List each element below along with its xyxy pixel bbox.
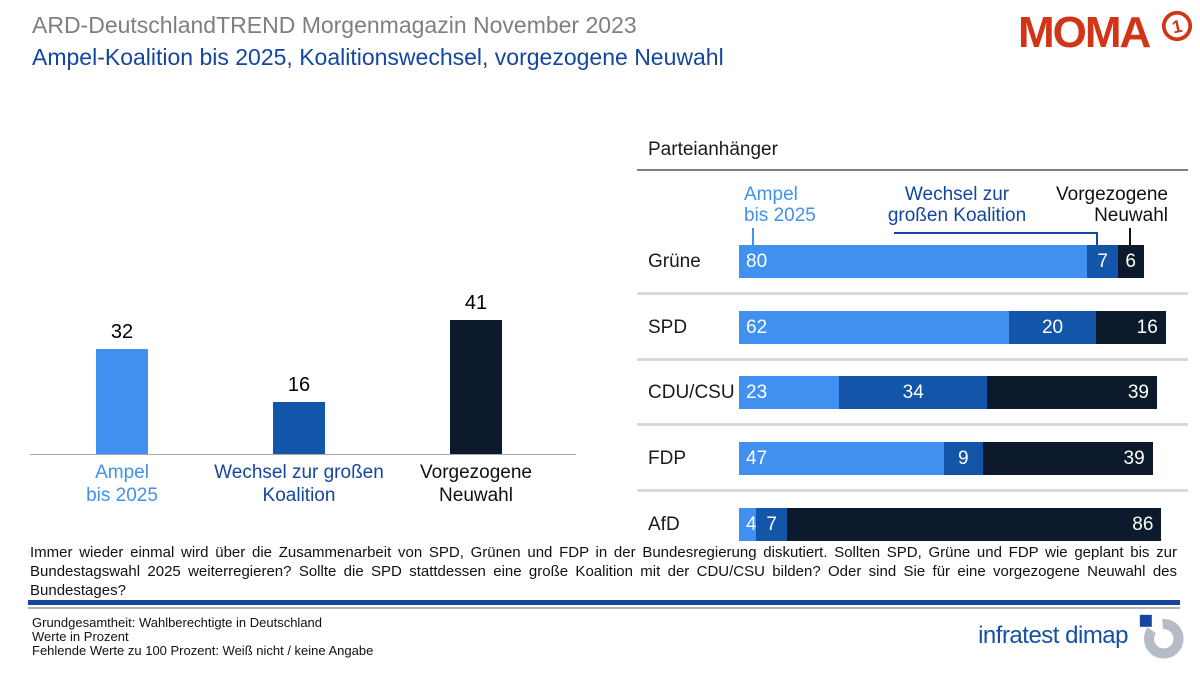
segment-value: 4	[746, 513, 757, 535]
bar-segment-wechsel: 7	[756, 508, 787, 541]
svg-text:1: 1	[1170, 16, 1184, 38]
legend-neuwahl-line1: Vorgezogene	[1056, 184, 1168, 205]
legend-leader-wechsel-drop	[1096, 232, 1098, 245]
bar-category-label: Vorgezogene Neuwahl	[376, 461, 576, 507]
bar-category-label: Ampel bis 2025	[22, 461, 222, 507]
footnotes: Grundgesamtheit: Wahlberechtigte in Deut…	[32, 616, 373, 658]
bar-category-line: Ampel	[95, 462, 149, 483]
stacked-bar-chart-parteianhaenger: Parteianhänger Ampel bis 2025 Wechsel zu…	[637, 135, 1192, 547]
bar-segment-neuwahl: 39	[987, 376, 1157, 409]
row-separator	[637, 358, 1188, 361]
legend-ampel: Ampel bis 2025	[744, 184, 816, 226]
moma-logo: MOMA 1	[1018, 8, 1193, 63]
infratest-dimap-icon	[1139, 614, 1184, 659]
footnote-unit: Werte in Prozent	[32, 629, 129, 644]
segment-value: 39	[1123, 447, 1145, 469]
bar-value: 16	[287, 374, 311, 396]
bar-category-line: bis 2025	[86, 485, 158, 506]
segment-value: 39	[1127, 381, 1149, 403]
bar-segment-wechsel: 7	[1087, 245, 1118, 278]
parteianhaenger-heading: Parteianhänger	[648, 139, 778, 160]
infratest-dimap-wordmark: infratest dimap	[978, 622, 1128, 649]
bar-segment-neuwahl: 86	[786, 508, 1162, 541]
bar-segment-wechsel: 9	[943, 442, 983, 475]
footer-divider	[28, 600, 1180, 609]
table-row: 62 20 16	[739, 311, 1175, 344]
bar-category-line: Vorgezogene	[420, 462, 532, 483]
footer-divider-blue	[28, 600, 1180, 605]
bar-segment-ampel: 23	[739, 376, 840, 409]
legend-leader-ampel	[752, 228, 754, 245]
page-title: Ampel-Koalition bis 2025, Koalitionswech…	[32, 44, 724, 70]
bar-1	[273, 402, 325, 454]
footnote-population: Grundgesamtheit: Wahlberechtigte in Deut…	[32, 615, 323, 630]
row-separator	[637, 489, 1188, 492]
segment-value: 47	[746, 447, 768, 469]
bar-segment-wechsel: 20	[1009, 311, 1097, 344]
segment-value: 7	[766, 513, 777, 535]
segment-value: 20	[1041, 316, 1064, 338]
heading-rule	[637, 169, 1188, 171]
infratest-dimap-logo: infratest dimap	[978, 612, 1184, 660]
bar-2	[450, 320, 502, 454]
table-row: 80 7 6	[739, 245, 1175, 278]
bar-0	[96, 349, 148, 454]
survey-question: Immer wieder einmal wird über die Zusamm…	[30, 544, 1177, 599]
bar-segment-neuwahl: 16	[1096, 311, 1166, 344]
legend-leader-neuwahl	[1129, 228, 1131, 245]
bar-segment-ampel: 47	[739, 442, 944, 475]
x-axis-line	[30, 454, 576, 455]
legend-leader-wechsel	[894, 232, 1098, 234]
legend-wechsel-line1: Wechsel zur	[904, 184, 1010, 205]
bar-segment-neuwahl: 39	[982, 442, 1153, 475]
segment-value: 6	[1125, 250, 1136, 272]
moma-wordmark: MOMA	[1018, 8, 1151, 57]
legend-neuwahl-line2: Neuwahl	[1094, 205, 1168, 226]
party-label: FDP	[648, 448, 686, 469]
bar-segment-ampel: 4	[739, 508, 757, 541]
party-label: AfD	[648, 514, 680, 535]
bar-segment-ampel: 62	[739, 311, 1009, 344]
party-label: Grüne	[648, 251, 701, 272]
legend-neuwahl: Vorgezogene Neuwahl	[1008, 184, 1168, 226]
table-row: 4 7 86	[739, 508, 1175, 541]
segment-value: 9	[957, 447, 969, 469]
bar-value: 32	[110, 321, 134, 343]
footnote-missing: Fehlende Werte zu 100 Prozent: Weiß nich…	[32, 643, 374, 658]
legend-ampel-line1: Ampel	[744, 184, 798, 205]
slide-suptitle: ARD-DeutschlandTREND Morgenmagazin Novem…	[32, 12, 637, 38]
segment-value: 62	[746, 316, 768, 338]
table-row: 23 34 39	[739, 376, 1175, 409]
legend-ampel-line2: bis 2025	[744, 205, 816, 226]
party-label: SPD	[648, 317, 688, 338]
bar-category-line: Neuwahl	[439, 485, 513, 506]
ard-one-icon: 1	[1161, 10, 1193, 42]
bar-category-line: Koalition	[262, 485, 336, 506]
bar-category-label: Wechsel zur großen Koalition	[199, 461, 399, 507]
table-row: 47 9 39	[739, 442, 1175, 475]
footer-divider-gray	[28, 607, 1180, 609]
segment-value: 7	[1097, 250, 1108, 272]
segment-value: 34	[902, 381, 924, 403]
bar-value: 41	[464, 292, 488, 314]
segment-value: 86	[1132, 513, 1154, 535]
party-label: CDU/CSU	[648, 382, 735, 403]
segment-value: 16	[1136, 316, 1158, 338]
bar-chart-overall: 32 Ampel bis 2025 16 Wechsel zur großen Koali…	[30, 280, 580, 542]
bar-segment-ampel: 80	[739, 245, 1088, 278]
row-separator	[637, 423, 1188, 426]
segment-value: 23	[746, 381, 768, 403]
legend-wechsel-line2: großen Koalition	[887, 205, 1027, 226]
bar-segment-wechsel: 34	[839, 376, 988, 409]
segment-value: 80	[746, 250, 768, 272]
bar-category-line: Wechsel zur großen	[214, 462, 384, 483]
bar-segment-neuwahl: 6	[1117, 245, 1144, 278]
row-separator	[637, 292, 1188, 295]
legend-wechsel: Wechsel zur großen Koalition	[857, 184, 1057, 226]
